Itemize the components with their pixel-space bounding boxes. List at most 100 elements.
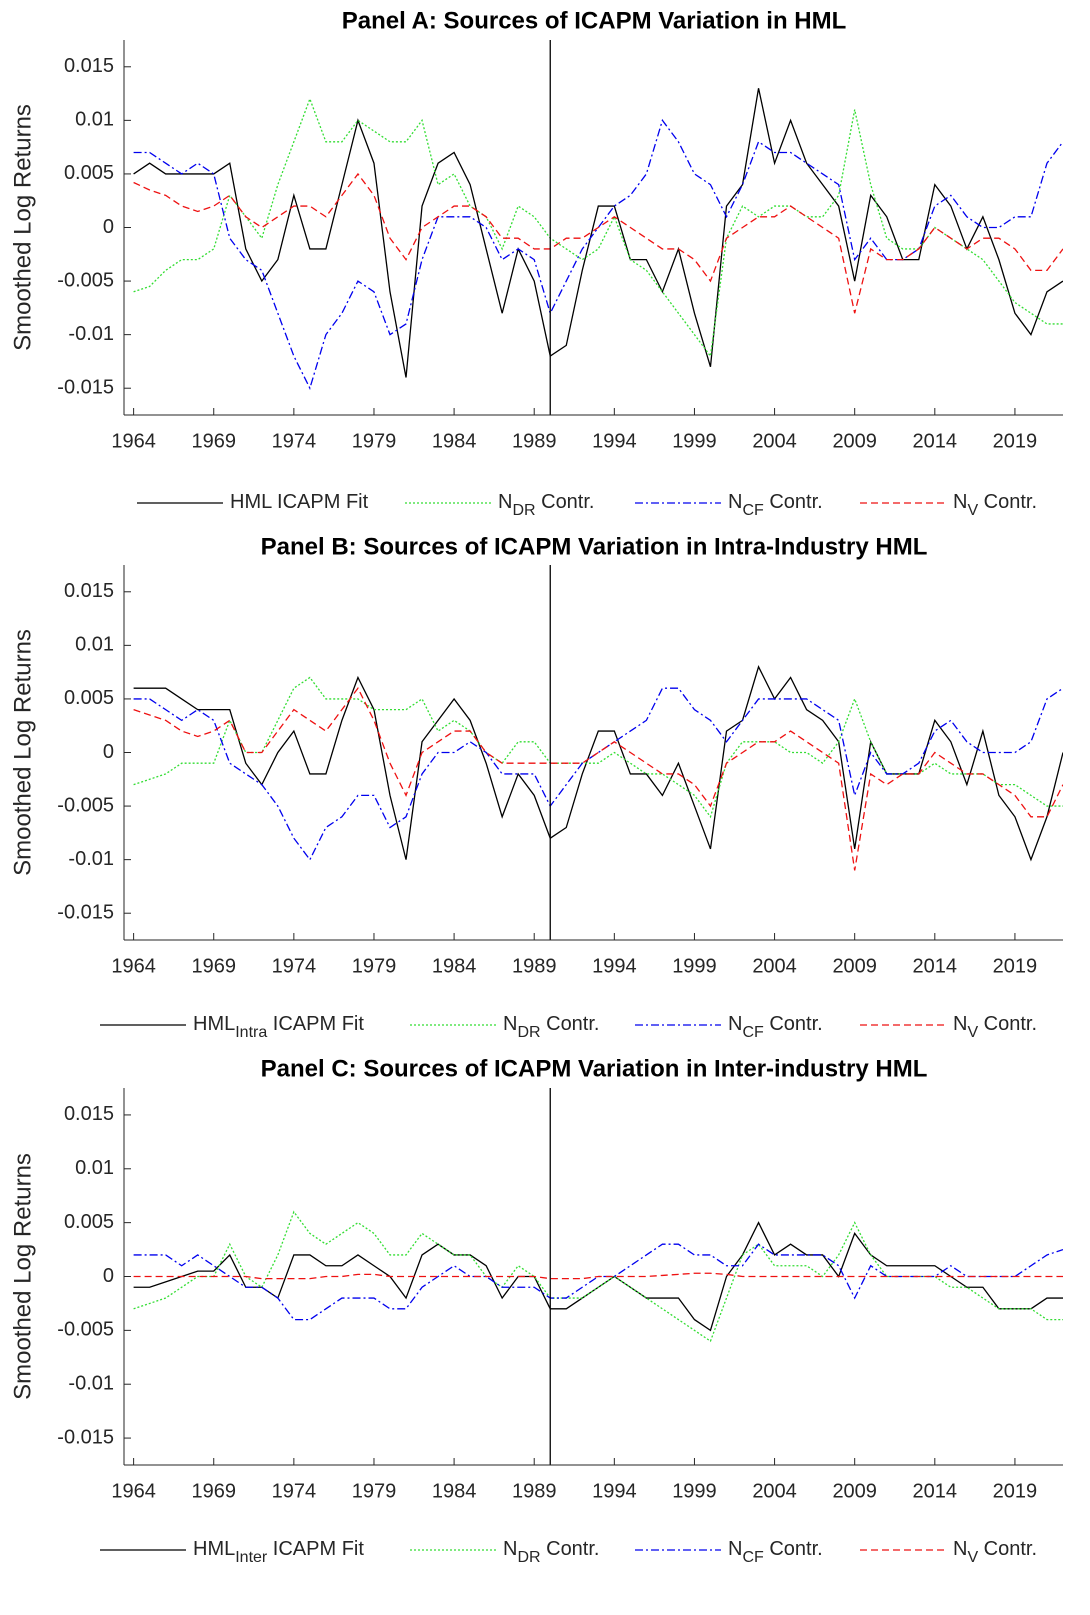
legend-text: Intra <box>235 1024 267 1041</box>
y-tick-label: 0.015 <box>64 1103 114 1125</box>
x-tick-label: 1994 <box>592 430 637 452</box>
x-tick-label: 2004 <box>752 1480 797 1502</box>
y-tick-label: 0.005 <box>64 1211 114 1233</box>
chart-title: Panel B: Sources of ICAPM Variation in I… <box>261 533 928 560</box>
x-tick-label: 2009 <box>832 430 877 452</box>
x-tick-label: 2019 <box>993 1480 1038 1502</box>
x-tick-label: 1979 <box>352 955 397 977</box>
x-tick-label: 1974 <box>272 955 317 977</box>
y-tick-label: 0.005 <box>64 162 114 184</box>
x-tick-label: 1994 <box>592 955 637 977</box>
legend-entry: NV Contr. <box>953 491 1037 519</box>
x-tick-label: 1999 <box>672 430 717 452</box>
legend-text: Contr. <box>978 1013 1037 1035</box>
x-tick-label: 2019 <box>993 430 1038 452</box>
legend-text: ICAPM Fit <box>267 1538 364 1560</box>
y-tick-label: 0 <box>103 216 114 238</box>
x-tick-label: 1984 <box>432 955 477 977</box>
y-tick-label: -0.01 <box>68 848 114 870</box>
x-tick-label: 1974 <box>272 1480 317 1502</box>
y-tick-label: -0.01 <box>68 323 114 345</box>
legend-text: DR <box>517 1549 540 1566</box>
y-tick-label: 0.01 <box>75 1157 114 1179</box>
x-tick-label: 2009 <box>832 1480 877 1502</box>
legend-entry: NDR Contr. <box>498 491 594 519</box>
legend-text: Contr. <box>978 1538 1037 1560</box>
x-tick-label: 1969 <box>191 955 236 977</box>
legend-text: V <box>967 1024 978 1041</box>
y-tick-label: 0 <box>103 1265 114 1287</box>
series-line <box>133 172 1063 314</box>
legend-text: V <box>967 502 978 519</box>
x-tick-label: 1979 <box>352 1480 397 1502</box>
x-tick-label: 1994 <box>592 1480 637 1502</box>
legend-text: Contr. <box>764 1013 823 1035</box>
y-tick-label: 0.015 <box>64 55 114 77</box>
y-tick-label: 0.015 <box>64 580 114 602</box>
x-tick-label: 2014 <box>913 1480 958 1502</box>
legend-text: N <box>953 1538 967 1560</box>
legend-text: Contr. <box>978 491 1037 513</box>
x-tick-label: 1964 <box>111 1480 156 1502</box>
legend-text: Contr. <box>764 1538 823 1560</box>
series-line <box>133 676 1063 819</box>
legend-entry: HMLInter ICAPM Fit <box>193 1538 364 1566</box>
legend-text: N <box>953 1013 967 1035</box>
legend-text: N <box>503 1538 517 1560</box>
legend-text: Contr. <box>541 1538 600 1560</box>
series-line <box>133 118 1063 390</box>
x-tick-label: 1989 <box>512 430 557 452</box>
x-tick-label: 2009 <box>832 955 877 977</box>
legend-entry: NCF Contr. <box>728 1013 823 1041</box>
legend-text: N <box>728 1013 742 1035</box>
legend-entry: NDR Contr. <box>503 1013 599 1041</box>
legend-text: CF <box>742 1549 764 1566</box>
legend-text: Contr. <box>536 491 595 513</box>
x-tick-label: 1969 <box>191 430 236 452</box>
x-tick-label: 2014 <box>913 955 958 977</box>
y-axis-label: Smoothed Log Returns <box>9 1153 36 1400</box>
x-tick-label: 2019 <box>993 955 1038 977</box>
legend-text: ICAPM Fit <box>267 1013 364 1035</box>
y-tick-label: 0.01 <box>75 109 114 131</box>
x-tick-label: 1984 <box>432 1480 477 1502</box>
x-tick-label: 1969 <box>191 1480 236 1502</box>
y-axis-label: Smoothed Log Returns <box>9 629 36 876</box>
y-tick-label: -0.015 <box>57 376 114 398</box>
x-tick-label: 2014 <box>913 430 958 452</box>
y-axis-label: Smoothed Log Returns <box>9 104 36 351</box>
legend-text: V <box>967 1549 978 1566</box>
series-line <box>133 1272 1063 1280</box>
legend-entry: HMLIntra ICAPM Fit <box>193 1013 364 1041</box>
legend-text: HML <box>193 1013 235 1035</box>
legend-text: N <box>728 1538 742 1560</box>
x-tick-label: 1974 <box>272 430 317 452</box>
x-tick-label: 1964 <box>111 430 156 452</box>
legend-entry: NCF Contr. <box>728 491 823 519</box>
legend-text: Contr. <box>764 491 823 513</box>
x-tick-label: 1989 <box>512 955 557 977</box>
x-tick-label: 1984 <box>432 430 477 452</box>
legend-text: N <box>503 1013 517 1035</box>
series-line <box>133 88 1063 378</box>
legend-text: N <box>953 491 967 513</box>
chart-title: Panel C: Sources of ICAPM Variation in I… <box>261 1055 928 1082</box>
x-tick-label: 1999 <box>672 955 717 977</box>
legend-entry: NCF Contr. <box>728 1538 823 1566</box>
y-tick-label: -0.005 <box>57 269 114 291</box>
legend-entry: NV Contr. <box>953 1013 1037 1041</box>
legend-text: N <box>498 491 512 513</box>
legend-text: Inter <box>235 1549 268 1566</box>
x-tick-label: 1964 <box>111 955 156 977</box>
x-tick-label: 1979 <box>352 430 397 452</box>
y-tick-label: -0.015 <box>57 1426 114 1448</box>
legend-text: DR <box>512 502 535 519</box>
legend-text: HML ICAPM Fit <box>230 491 369 513</box>
y-tick-label: -0.005 <box>57 794 114 816</box>
x-tick-label: 1989 <box>512 1480 557 1502</box>
legend-text: DR <box>517 1024 540 1041</box>
legend-text: HML <box>193 1538 235 1560</box>
legend-entry: NV Contr. <box>953 1538 1037 1566</box>
